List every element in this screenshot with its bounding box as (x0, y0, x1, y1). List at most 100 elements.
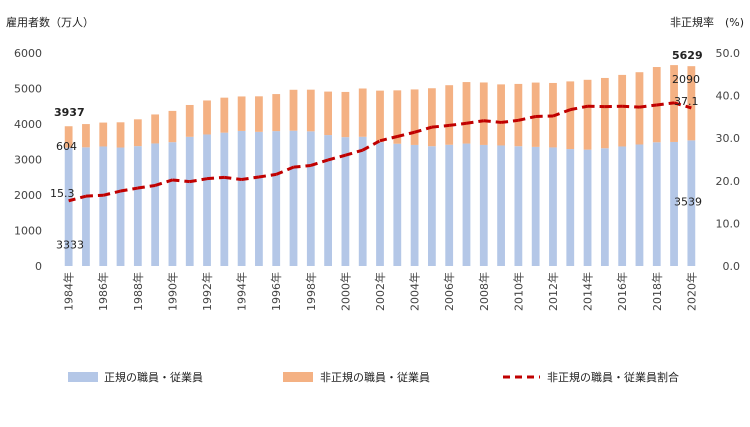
data-label-2020-nonregular: 2090 (672, 73, 700, 86)
ratio-line-segment (137, 184, 156, 190)
data-label-2020-total: 5629 (672, 49, 703, 62)
ratio-line-segment (172, 178, 190, 184)
ratio-line-segment (483, 119, 502, 124)
bar-nonregular (289, 89, 298, 131)
ratio-line-segment (552, 108, 571, 118)
x-tick-label: 2012年 (546, 272, 560, 311)
bar-nonregular (479, 82, 488, 145)
bar-regular (549, 147, 557, 266)
ratio-line-segment (206, 175, 225, 181)
x-tick-label: 2006年 (442, 272, 456, 311)
ratio-line-segment (379, 135, 398, 143)
bar-nonregular (133, 119, 142, 147)
bar-nonregular (151, 114, 160, 144)
bar-regular (462, 143, 471, 266)
data-label-1984-total: 3937 (54, 106, 85, 119)
bar-regular (341, 137, 350, 266)
bar-nonregular (445, 85, 454, 145)
bar-nonregular (255, 96, 263, 132)
bar-nonregular (600, 77, 609, 149)
ratio-line-group (68, 101, 692, 203)
x-tick-label: 2016年 (615, 272, 629, 311)
right-tick-label: 20.0 (716, 175, 741, 188)
x-tick-label: 2010年 (511, 272, 525, 311)
bar-nonregular (566, 81, 575, 150)
data-label-1984-ratio: 15.3 (50, 187, 75, 200)
legend-label-regular: 正規の職員・従業員 (104, 370, 203, 384)
right-tick-label: 50.0 (716, 47, 741, 60)
bars-group (64, 65, 696, 266)
bar-nonregular (82, 124, 90, 148)
ratio-line-segment (656, 101, 675, 107)
data-label-2020-ratio: 37.1 (674, 95, 699, 108)
ratio-line-segment (414, 125, 433, 134)
bar-regular (445, 144, 454, 266)
legend-swatch-regular (68, 372, 98, 382)
ratio-line-segment (622, 104, 640, 109)
bar-regular (479, 144, 488, 266)
bar-nonregular (306, 89, 315, 132)
bar-regular (635, 144, 644, 266)
right-axis-ticks: 0.0 10.0 20.0 30.0 40.0 50.0 (716, 47, 741, 273)
bar-regular (566, 149, 575, 266)
x-tick-label: 1994年 (235, 272, 249, 311)
ratio-line-segment (310, 158, 329, 167)
bar-regular (358, 136, 367, 266)
bar-regular (583, 149, 592, 266)
ratio-line-segment (431, 123, 450, 129)
bar-regular (531, 146, 540, 266)
bar-regular (600, 148, 609, 266)
bar-regular (272, 131, 281, 266)
bar-nonregular (376, 90, 384, 143)
bar-nonregular (410, 89, 419, 145)
bar-nonregular (393, 90, 402, 144)
left-tick-label: 4000 (14, 118, 42, 131)
ratio-line-segment (275, 165, 295, 176)
right-tick-label: 10.0 (716, 217, 741, 230)
bar-regular (306, 131, 315, 266)
data-label-1984-regular: 3333 (56, 238, 84, 251)
bar-regular (151, 143, 160, 266)
bar-regular (618, 146, 627, 266)
data-label-2020-regular: 3539 (674, 196, 702, 209)
bar-nonregular (324, 91, 332, 136)
right-axis-title: 非正規率 (%) (670, 15, 744, 29)
bar-regular (393, 143, 402, 266)
bar-nonregular (341, 91, 350, 138)
ratio-line-segment (518, 115, 537, 122)
x-tick-label: 1984年 (62, 272, 76, 311)
bar-nonregular (185, 104, 194, 137)
bar-regular (497, 145, 505, 266)
ratio-line-segment (327, 153, 346, 162)
x-tick-label: 2014年 (581, 272, 595, 311)
bar-nonregular (168, 110, 177, 143)
bar-nonregular (358, 88, 367, 137)
legend-swatch-nonregular (283, 372, 313, 382)
left-axis-ticks: 0 1000 2000 3000 4000 5000 6000 (14, 47, 42, 273)
bar-regular (116, 147, 125, 266)
ratio-line-segment (361, 139, 381, 152)
data-label-1984-nonregular: 604 (56, 140, 77, 153)
bar-regular (185, 136, 194, 266)
ratio-line-segment (293, 163, 311, 169)
ratio-line-segment (154, 178, 173, 187)
x-tick-label: 2020年 (684, 272, 698, 311)
bar-nonregular (99, 122, 108, 147)
x-tick-label: 2018年 (650, 272, 664, 311)
bar-regular (514, 146, 523, 266)
bar-regular (324, 135, 332, 266)
ratio-line-segment (241, 175, 260, 182)
bar-regular (376, 142, 384, 266)
left-tick-label: 6000 (14, 47, 42, 60)
bar-nonregular (203, 100, 211, 135)
x-tick-label: 1998年 (304, 272, 318, 311)
bar-nonregular (618, 74, 627, 147)
right-tick-label: 40.0 (716, 90, 741, 103)
ratio-line-segment (102, 189, 121, 197)
bar-nonregular (237, 96, 246, 131)
ratio-line-segment (189, 177, 208, 184)
bar-regular (652, 142, 661, 266)
bar-regular (410, 144, 419, 266)
legend: 正規の職員・従業員 非正規の職員・従業員 非正規の職員・従業員割合 (68, 370, 679, 384)
